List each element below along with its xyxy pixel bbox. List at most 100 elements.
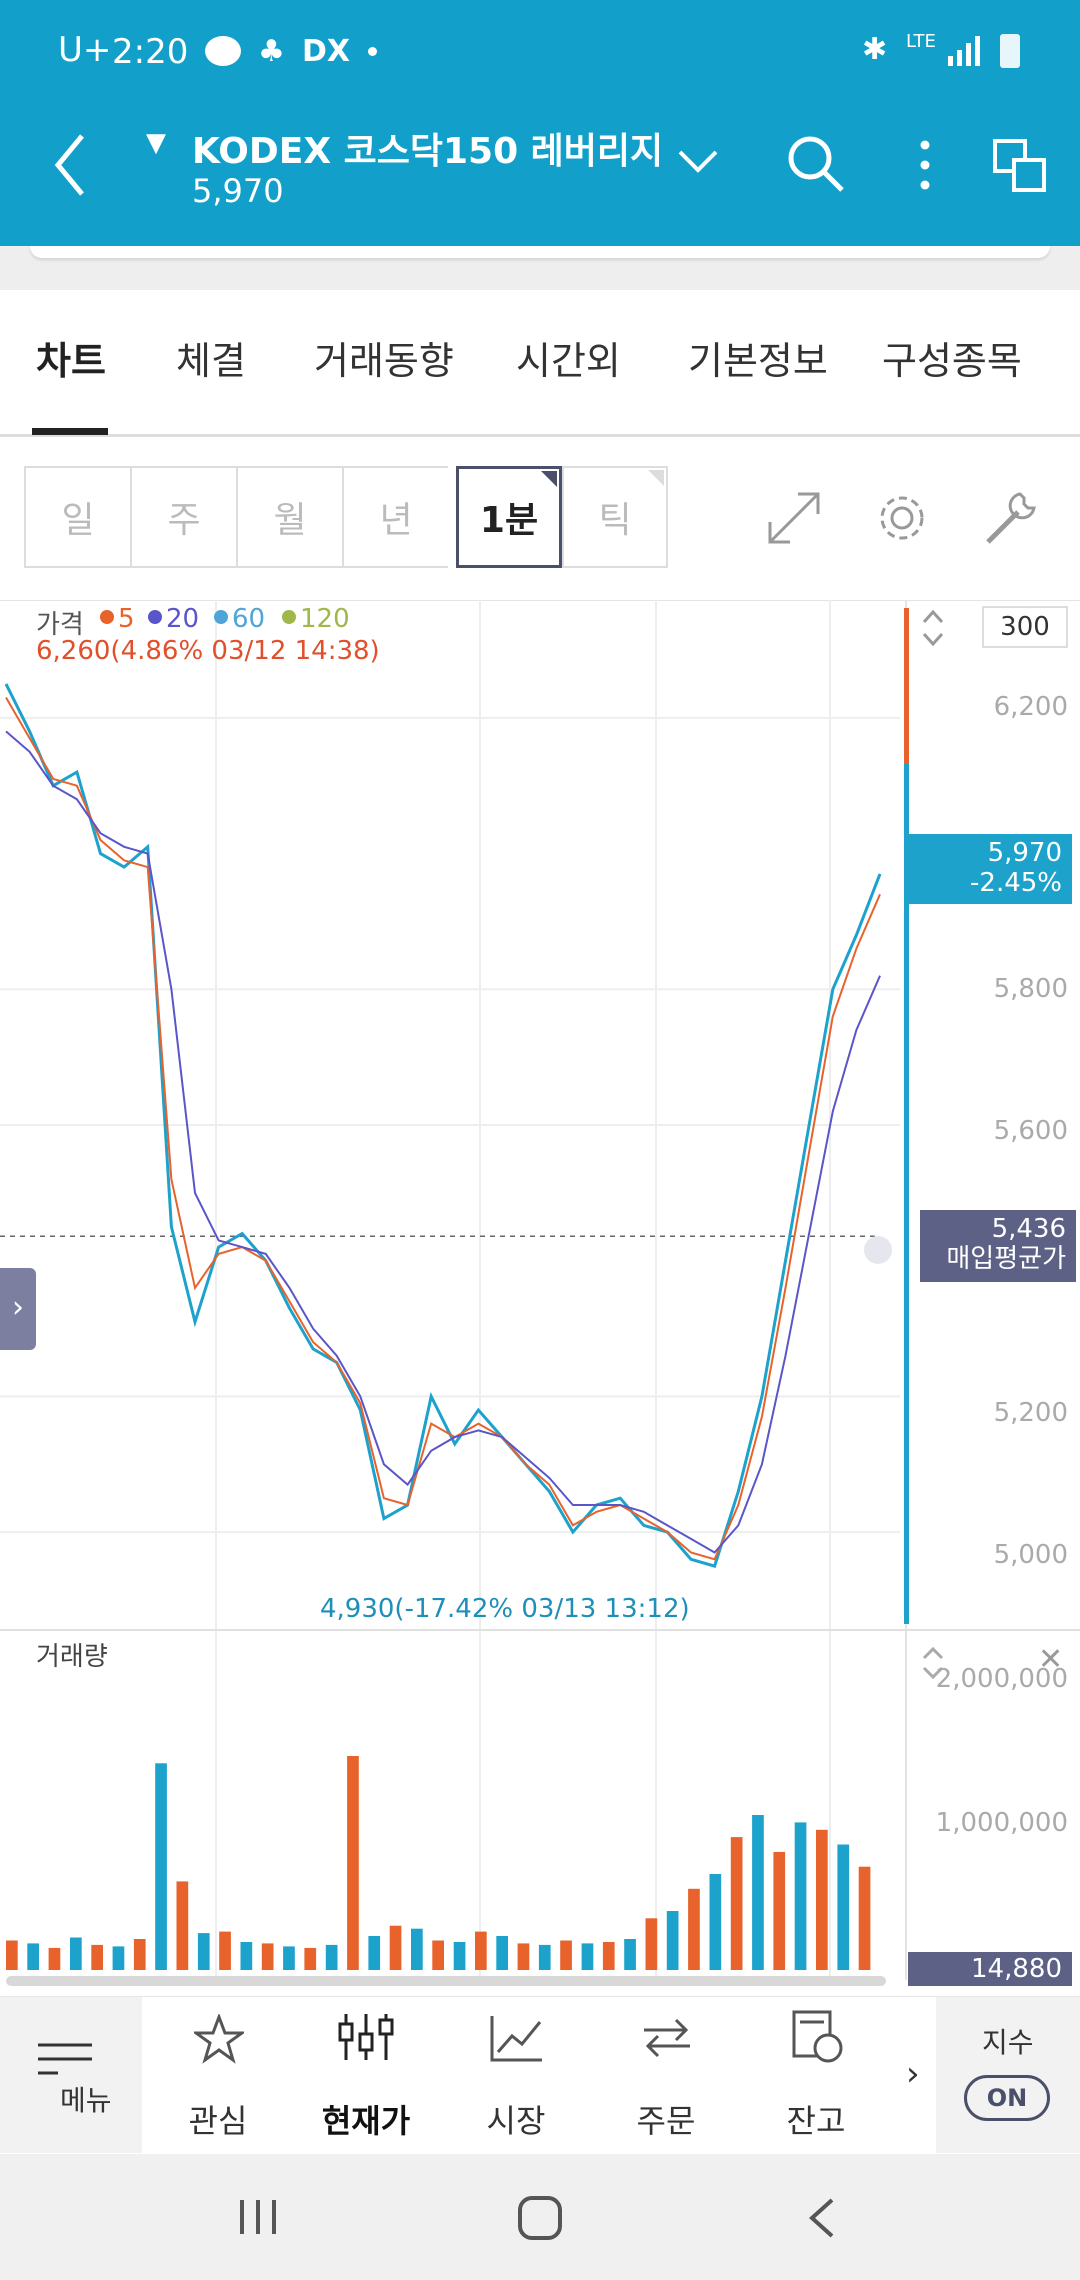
- period-1min-label: 1분: [479, 500, 539, 541]
- price-chart[interactable]: [0, 600, 1080, 1995]
- volume-bar: [858, 1866, 871, 1970]
- avg-price-handle[interactable]: [864, 1236, 892, 1264]
- current-price-value: 5,970: [987, 838, 1062, 868]
- multi-window-icon[interactable]: [992, 138, 1048, 194]
- volume-bar: [261, 1943, 274, 1970]
- search-icon[interactable]: [786, 134, 846, 194]
- volume-bar: [730, 1837, 743, 1970]
- volume-bar: [70, 1937, 82, 1970]
- ma-lines: [4, 683, 882, 1568]
- legend-ma120: 120: [300, 604, 350, 634]
- volume-bar: [453, 1942, 466, 1970]
- current-price-tag: 5,970 -2.45%: [908, 834, 1072, 904]
- y-tick-label: 5,000: [993, 1540, 1068, 1570]
- side-panel-toggle[interactable]: ›: [0, 1268, 36, 1350]
- index-label: 지수: [982, 2026, 1034, 2059]
- index-panel: 지수 ON: [936, 1997, 1080, 2153]
- dropdown-triangle-icon[interactable]: ▼: [146, 128, 166, 158]
- star-icon: [194, 2014, 244, 2064]
- header-card-edge: [30, 246, 1050, 258]
- period-day[interactable]: 일: [24, 466, 130, 568]
- expand-icon[interactable]: [764, 488, 824, 548]
- legend-ma60: 60: [232, 604, 266, 634]
- menu-label: 메뉴: [60, 2084, 112, 2117]
- market-chart-icon: [490, 2016, 542, 2062]
- stock-price: 5,970: [192, 172, 284, 210]
- series-line: [5, 696, 881, 1561]
- talk-icon: [205, 36, 241, 66]
- current-price-change: -2.45%: [970, 868, 1062, 898]
- volume-bar: [48, 1947, 61, 1970]
- carrier-label: U+: [58, 30, 112, 70]
- volume-bar: [752, 1815, 764, 1970]
- tab-divider: [0, 434, 1080, 437]
- y-tick-label: 6,200: [993, 692, 1068, 722]
- volume-scale-arrows-icon[interactable]: [918, 1644, 948, 1682]
- signal-icon: [948, 36, 980, 66]
- volume-bar: [602, 1942, 615, 1970]
- volume-bar: [197, 1933, 210, 1970]
- nav-balance[interactable]: 잔고: [746, 2006, 886, 2146]
- volume-bar: [475, 1931, 487, 1970]
- period-month[interactable]: 월: [236, 466, 342, 568]
- tab-after-hours[interactable]: 시간외: [516, 339, 621, 383]
- nav-watchlist[interactable]: 관심: [148, 2006, 288, 2146]
- period-year[interactable]: 년: [342, 466, 448, 568]
- period-tick[interactable]: 틱: [562, 466, 668, 568]
- notification-icon: ♣: [258, 34, 285, 69]
- series-line: [5, 730, 881, 1554]
- wrench-icon[interactable]: [980, 488, 1040, 548]
- back-button[interactable]: [50, 130, 90, 200]
- exchange-arrows-icon: [644, 2018, 690, 2058]
- volume-close-icon[interactable]: ✕: [1038, 1642, 1064, 1677]
- legend-ma20: 20: [166, 604, 200, 634]
- volume-bars: [6, 1756, 871, 1970]
- volume-bar: [368, 1936, 381, 1970]
- balance-doc-icon: [792, 2010, 843, 2063]
- tab-basic-info[interactable]: 기본정보: [688, 339, 828, 383]
- volume-bar: [794, 1822, 807, 1970]
- chart-scrollbar[interactable]: [6, 1976, 886, 1986]
- period-corner-mark: [648, 470, 664, 486]
- volume-current-tag: 14,880: [908, 1952, 1072, 1986]
- home-icon[interactable]: [516, 2194, 564, 2242]
- legend-ma120-dot: [282, 610, 296, 624]
- period-1min[interactable]: 1분: [456, 466, 562, 568]
- more-vert-icon[interactable]: [912, 138, 938, 192]
- stock-title[interactable]: KODEX 코스닥150 레버리지: [192, 131, 664, 172]
- settings-gear-icon[interactable]: [872, 488, 932, 548]
- back-nav-icon[interactable]: [806, 2196, 838, 2240]
- volume-bar: [560, 1940, 572, 1970]
- tab-active-indicator: [32, 428, 108, 435]
- axis-down-bar: [904, 764, 909, 1624]
- nav-market[interactable]: 시장: [446, 2006, 586, 2146]
- volume-bar: [645, 1918, 658, 1970]
- count-box[interactable]: 300: [982, 606, 1068, 648]
- volume-y-tick: 1,000,000: [935, 1808, 1068, 1838]
- app-header: [0, 0, 1080, 246]
- tab-trades[interactable]: 체결: [176, 339, 246, 383]
- recent-apps-icon[interactable]: [236, 2196, 282, 2238]
- index-toggle[interactable]: ON: [964, 2075, 1050, 2121]
- volume-bar: [816, 1829, 828, 1970]
- nav-order[interactable]: 주문: [596, 2006, 736, 2146]
- tab-trading-trend[interactable]: 거래동향: [314, 339, 454, 383]
- volume-bar: [240, 1942, 253, 1970]
- nav-watchlist-label: 관심: [188, 2102, 248, 2140]
- period-week[interactable]: 주: [130, 466, 236, 568]
- volume-y-tick: 2,000,000: [935, 1664, 1068, 1694]
- chevron-down-icon[interactable]: [676, 148, 720, 176]
- lte-icon: LTE: [906, 31, 936, 52]
- scale-arrows-icon[interactable]: [918, 606, 948, 650]
- tab-chart[interactable]: 차트: [36, 339, 106, 383]
- period-tick-label: 틱: [598, 500, 632, 541]
- tab-components[interactable]: 구성종목: [882, 339, 1022, 383]
- volume-bar: [133, 1939, 146, 1970]
- menu-button[interactable]: 메뉴: [0, 1997, 142, 2153]
- avg-price-tag: 5,436 매입평균가: [920, 1210, 1076, 1282]
- nav-next-icon[interactable]: ›: [906, 2054, 920, 2094]
- volume-bar: [538, 1944, 551, 1970]
- menu-icon: [38, 2043, 92, 2075]
- nav-current-price[interactable]: 현재가: [296, 2006, 436, 2146]
- volume-bar: [6, 1940, 18, 1970]
